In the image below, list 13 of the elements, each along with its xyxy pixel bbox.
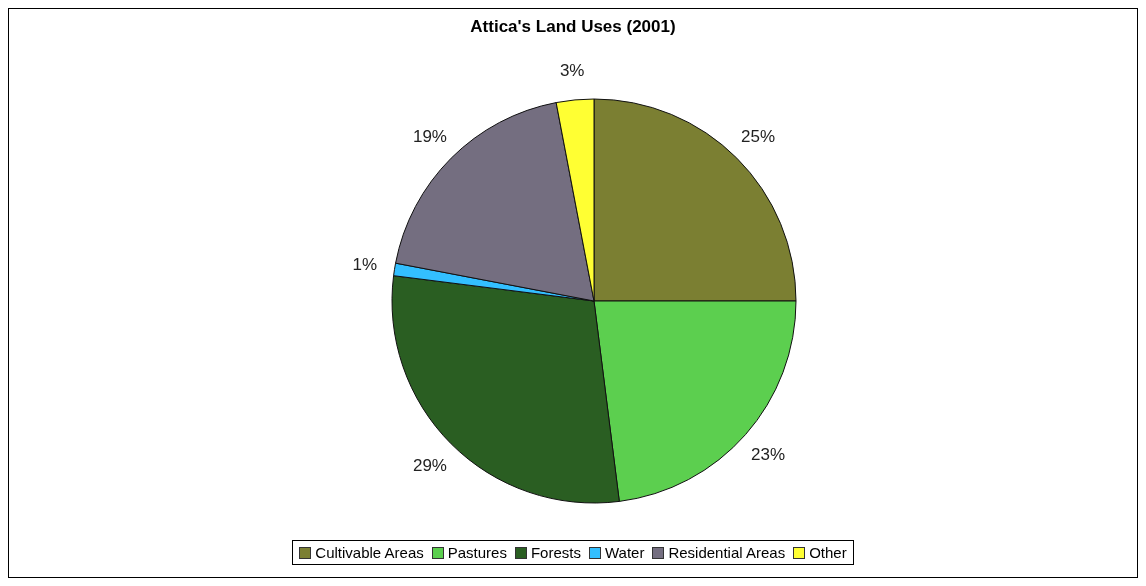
legend-label: Cultivable Areas [314,544,424,561]
legend-label: Other [808,544,847,561]
chart-title: Attica's Land Uses (2001) [469,17,677,37]
legend-label: Pastures [446,544,507,561]
legend-label: Residential Areas [667,544,786,561]
legend-label: Forests [529,544,581,561]
data-label: 3% [559,60,585,80]
data-label: 29% [412,455,447,475]
data-label: 1% [352,255,378,275]
data-label: 19% [412,127,447,147]
legend-label: Water [603,544,645,561]
data-label: 23% [751,444,786,464]
data-label: 25% [741,127,776,147]
